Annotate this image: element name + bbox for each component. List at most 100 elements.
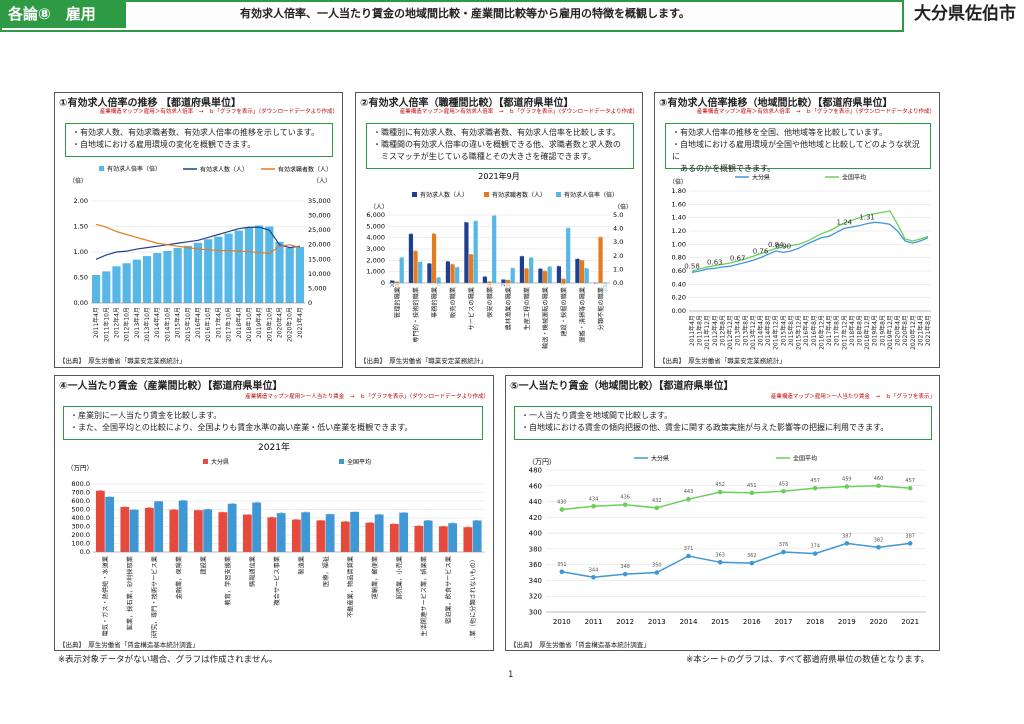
x-tick-label: 2019 — [838, 618, 856, 626]
panel-title: ④一人当たり賃金（産業間比較）【都道府県単位】 — [59, 381, 283, 392]
y2-tick-label: 0.0 — [613, 279, 623, 287]
data-label: 348 — [620, 564, 630, 570]
bar-ratio — [566, 228, 571, 283]
data-label: 472.1 — [352, 510, 357, 522]
y2-tick-label: 25,000 — [308, 226, 331, 234]
y-tick-label: 480 — [529, 467, 542, 475]
bar-seekers — [579, 260, 585, 283]
x-tick-label: 製造業 — [297, 556, 305, 575]
chart-job-ratio-trend: 有効求人倍率（倍） 有効求人数（人） 有効求職者数（人） （倍） （人） 0.00 0.50… — [69, 165, 332, 342]
y-tick-label: 6,000 — [366, 211, 385, 219]
x-tick-label: サービス業（他に分類されないもの） — [469, 556, 477, 638]
bar-japan — [399, 512, 409, 552]
data-label: 306.4 — [417, 525, 422, 537]
point-japan — [686, 496, 691, 502]
point-oita — [907, 541, 913, 546]
bar-seekers — [598, 237, 603, 283]
panel-title: ③有効求人倍率推移（地域間比較）【都道府県単位】 — [659, 98, 893, 109]
data-label: 387 — [842, 533, 852, 539]
bar-seekers — [431, 233, 437, 283]
data-label: 0.63 — [707, 258, 723, 266]
chart-job-ratio-regional: 大分県 全国平均 （倍） 0.00 0.20 0.40 0.60 0.80 1.00 1.20 1.… — [669, 174, 932, 350]
y2-tick-label: 2.0 — [613, 252, 623, 260]
bar-ratio — [265, 226, 274, 303]
legend-ratio-label: 有効求人倍率（倍） — [107, 165, 161, 173]
y-tick-label: 0.00 — [74, 299, 88, 307]
bar-japan — [448, 523, 458, 552]
data-label: 567.6 — [230, 502, 235, 514]
x-tick-label: 卸売業，小売業 — [395, 556, 403, 599]
note-line: ・有効求人倍率の推移を全国、他地域等を比較しています。 — [672, 128, 887, 137]
y-tick-label: 2,000 — [366, 256, 385, 264]
data-label: 330.7 — [392, 522, 397, 534]
data-label: 452 — [715, 482, 725, 488]
data-label: 467.7 — [221, 511, 226, 523]
data-label: 1.19 — [547, 265, 552, 274]
bar-ratio — [473, 221, 478, 283]
data-label: 434 — [589, 496, 599, 502]
panel-note: ・職種別に有効求人数、有効求職者数、有効求人倍率を比較します。 ・職種間の有効求… — [366, 123, 634, 169]
data-label: 362 — [747, 553, 757, 559]
y2-tick-label: 10,000 — [308, 270, 331, 278]
bar-ratio — [102, 271, 111, 303]
y2-tick-label: 4.0 — [613, 225, 623, 233]
y-tick-label: 1.60 — [672, 200, 686, 208]
data-label: 4.94 — [492, 214, 497, 223]
point-oita — [876, 545, 881, 550]
x-tick-label: 2019年4月 — [871, 315, 879, 346]
y-tick-label: 340 — [529, 577, 542, 585]
data-label: 344.5 — [368, 521, 373, 533]
y-axis-unit: （倍） — [69, 177, 87, 185]
page-header: 各論⑧ 雇用 有効求人倍率、一人当たり賃金の地域間比較・産業間比較等から雇用の特… — [0, 0, 1016, 32]
y-tick-label: 1,000 — [366, 268, 385, 276]
data-label: 1,239 — [538, 268, 543, 280]
bar-oita — [267, 517, 277, 552]
y-tick-label: 320 — [529, 593, 542, 601]
point-japan — [844, 484, 850, 489]
bar-ratio — [183, 245, 192, 303]
y-tick-label: 4,000 — [366, 234, 385, 242]
data-label: 496.6 — [132, 508, 137, 520]
data-label: 457 — [810, 478, 820, 484]
line-oita — [561, 542, 911, 579]
bar-oita — [340, 521, 350, 552]
bar-japan — [374, 514, 384, 552]
note-line: あるのかを概観できます。 — [672, 164, 776, 173]
bar-oita — [316, 520, 326, 552]
x-tick-label: 分類不能の職業 — [597, 287, 605, 330]
x-tick-label: 2019年4月 — [255, 307, 263, 338]
bar-ratio — [244, 227, 254, 303]
data-label: 4,329 — [432, 232, 437, 244]
data-label: 4,030 — [598, 236, 603, 248]
bar-ratio — [399, 257, 404, 283]
panel-subtitle: 産業構造マップ＞雇用＞有効求人倍率 → ｂ「グラフを表示」（ダウンロードデータよ… — [399, 109, 638, 115]
bar-japan — [252, 502, 262, 552]
y2-tick-label: 5,000 — [308, 284, 327, 292]
data-label: 1.86 — [399, 256, 404, 265]
x-tick-label: 2015年12月 — [795, 315, 803, 350]
point-oita — [781, 549, 786, 555]
chart-title: 2021年 — [258, 441, 290, 453]
bar-seekers — [542, 271, 548, 283]
x-tick-label: 2015年10月 — [184, 307, 192, 342]
bar-oita — [218, 512, 228, 552]
panel-note: ・有効求人倍率の推移を全国、他地域等を比較しています。 ・自地域における雇用環境… — [665, 123, 931, 173]
y-tick-label: 0.60 — [672, 267, 686, 275]
x-tick-label: 2012年12月 — [726, 315, 734, 350]
bar-ratio — [92, 274, 101, 303]
data-label: 720.6 — [98, 489, 103, 501]
point-japan — [654, 505, 660, 511]
y-axis-unit: （倍） — [669, 178, 687, 186]
data-label: 543 — [483, 275, 488, 283]
panel-subtitle: 産業構造マップ＞雇用＞有効求人倍率 → ｂ「グラフを表示」（ダウンロードデータよ… — [696, 109, 935, 115]
data-label: 111 — [395, 280, 400, 288]
x-tick-label: 2020年12月 — [909, 315, 917, 350]
bar-offers — [482, 276, 488, 283]
source-note: 【出典】 厚生労働省「職業安定業務統計」 — [59, 357, 186, 365]
point-japan — [812, 485, 818, 491]
data-label: 519.8 — [147, 506, 152, 518]
x-tick-label: 2020年4月 — [276, 307, 284, 338]
data-label: 430 — [557, 499, 567, 505]
bar-ratio — [285, 247, 294, 303]
